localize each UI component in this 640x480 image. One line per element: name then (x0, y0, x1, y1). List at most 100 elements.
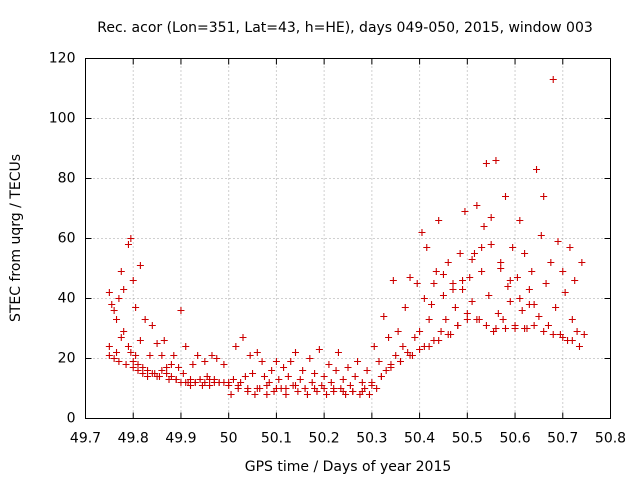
data-point (182, 343, 190, 350)
data-point (244, 385, 252, 392)
data-point (363, 367, 371, 374)
data-point (299, 367, 307, 374)
data-point (487, 241, 495, 248)
data-point (513, 274, 521, 281)
data-point (175, 364, 183, 371)
data-point (275, 376, 283, 383)
data-point (272, 385, 280, 392)
data-point (308, 379, 316, 386)
data-point (105, 343, 113, 350)
data-point (568, 337, 576, 344)
data-point (311, 385, 319, 392)
data-point (127, 235, 135, 242)
data-point (134, 361, 142, 368)
data-point (575, 343, 583, 350)
data-point (323, 391, 331, 398)
data-point (435, 337, 443, 344)
data-point (325, 361, 333, 368)
data-point (182, 379, 190, 386)
data-point (552, 304, 560, 311)
data-point (542, 280, 550, 287)
data-point (124, 241, 132, 248)
data-point (117, 268, 125, 275)
data-point (105, 352, 113, 359)
data-point (494, 310, 502, 317)
y-tick-label: 40 (58, 291, 76, 307)
data-point (115, 358, 123, 365)
data-point (358, 379, 366, 386)
data-point (113, 349, 121, 356)
x-axis-label: GPS time / Days of year 2015 (245, 459, 452, 475)
data-point (229, 376, 237, 383)
data-point (122, 361, 130, 368)
data-point (201, 379, 209, 386)
x-tick-label: 49.7 (70, 431, 101, 447)
data-point (136, 262, 144, 269)
data-point (163, 364, 171, 371)
data-point (148, 370, 156, 377)
data-point (454, 322, 462, 329)
data-point (117, 334, 125, 341)
data-point (401, 304, 409, 311)
data-point (136, 337, 144, 344)
data-point (120, 286, 128, 293)
data-point (177, 307, 185, 314)
data-point (332, 367, 340, 374)
data-point (144, 367, 152, 374)
data-point (406, 274, 414, 281)
data-point (241, 373, 249, 380)
data-point (187, 382, 194, 389)
data-point (129, 277, 137, 284)
data-point (268, 367, 276, 374)
data-point (413, 280, 421, 287)
data-point (380, 313, 388, 320)
data-point (292, 349, 299, 356)
data-point (571, 277, 579, 284)
data-point (148, 322, 156, 329)
y-tick-label: 20 (58, 351, 76, 367)
data-point (537, 232, 545, 239)
data-point (282, 391, 290, 398)
data-point (549, 331, 557, 338)
data-point (506, 298, 514, 305)
data-point (516, 295, 524, 302)
data-point (110, 355, 118, 362)
data-point (196, 376, 204, 383)
data-points (105, 76, 588, 398)
data-point (406, 352, 414, 359)
data-point (540, 193, 548, 200)
data-point (549, 76, 557, 83)
data-point (375, 358, 383, 365)
data-point (478, 244, 486, 251)
data-point (382, 367, 390, 374)
data-point (282, 385, 290, 392)
data-point (351, 373, 359, 380)
data-point (416, 328, 424, 335)
data-point (354, 358, 362, 365)
data-point (115, 295, 123, 302)
data-point (294, 388, 302, 395)
data-point (530, 322, 538, 329)
data-point (132, 304, 140, 311)
data-point (411, 334, 419, 341)
data-point (303, 391, 311, 398)
data-point (580, 331, 588, 338)
data-point (423, 244, 431, 251)
data-point (172, 376, 180, 383)
data-point (425, 316, 433, 323)
data-point (225, 379, 233, 386)
data-point (451, 304, 459, 311)
data-point (334, 349, 342, 356)
data-point (547, 259, 555, 266)
data-point (208, 352, 216, 359)
data-point (435, 217, 443, 224)
x-tick-label: 50 (220, 431, 238, 447)
data-point (540, 328, 548, 335)
data-point (365, 391, 373, 398)
data-point (487, 214, 495, 221)
data-point (578, 259, 586, 266)
data-point (497, 265, 505, 272)
data-point (272, 358, 280, 365)
x-tick-label: 49.8 (118, 431, 149, 447)
data-point (518, 307, 526, 314)
